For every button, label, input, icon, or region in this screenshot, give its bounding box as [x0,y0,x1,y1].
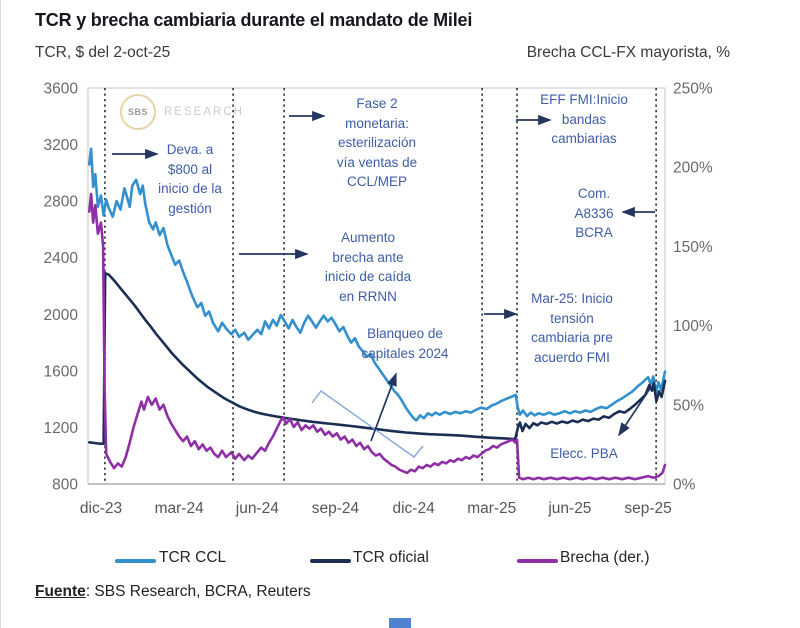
left-tick-1600: 1600 [44,363,79,380]
legend-label-tcr-oficial: TCR oficial [353,549,429,566]
x-tick-mar-25: mar-25 [467,500,516,517]
series-tcr-oficial [88,271,667,446]
annotation-eff-fmi: EFF FMI:Inicio bandas cambiarias [540,92,628,147]
x-tick-sep-24: sep-24 [312,500,360,517]
page-title: TCR y brecha cambiaria durante el mandat… [35,10,473,30]
annotation-blanqueo: Blanqueo de capitales 2024 [361,326,449,361]
right-tick-150: 150% [673,239,713,256]
research-logo-text: RESEARCH [164,106,244,118]
legend-swatch-tcr-ccl [115,559,156,563]
left-tick-2400: 2400 [44,250,79,267]
right-tick-50: 50% [673,397,704,414]
legend-label-tcr-ccl: TCR CCL [159,549,227,566]
page-edge-line [0,0,1,628]
axes-layer: 3600 3200 2800 2400 2000 1600 1200 800 250% 200% 1… [44,81,713,518]
series-brecha-der- [88,192,667,481]
arrow-blanqueo [370,372,397,442]
x-tick-dic-23: dic-23 [80,500,122,517]
arrow-elecc-pba [618,386,652,437]
x-tick-jun-24: jun-24 [235,500,279,517]
right-tick-0: 0% [673,477,696,494]
annotation-mar25: Mar-25: Inicio tensión cambiaria pre acu… [531,291,613,365]
legend-label-brecha: Brecha (der.) [560,549,650,566]
legend-swatch-brecha [517,559,558,563]
annotation-com-bcra: Com. A8336 BCRA [574,186,614,241]
x-tick-jun-25: jun-25 [547,500,591,517]
source-note: Fuente: SBS Research, BCRA, Reuters [35,583,311,601]
left-tick-3600: 3600 [44,81,79,98]
left-tick-800: 800 [52,477,78,494]
legend-swatch-tcr-oficial [310,559,351,563]
sbs-logo-circle-icon: SBS [120,94,156,130]
x-tick-dic-24: dic-24 [392,500,435,517]
x-tick-sep-25: sep-25 [624,500,671,517]
left-tick-2000: 2000 [44,307,79,324]
right-tick-200: 200% [673,160,713,177]
series-tcr-ccl [88,147,667,422]
bracket-annotation-line [311,390,424,458]
annotation-aumento: Aumento brecha ante inicio de caída en R… [324,230,412,304]
source-label: Fuente [35,583,86,600]
right-tick-250: 250% [673,81,713,98]
left-tick-3200: 3200 [44,137,79,154]
right-tick-100: 100% [673,318,713,335]
source-text: : SBS Research, BCRA, Reuters [85,583,311,600]
right-axis-title: Brecha CCL-FX mayorista, % [526,44,730,61]
sbs-logo-text: SBS [127,107,148,117]
sbs-research-logo: SBS RESEARCH [120,94,244,130]
left-tick-1200: 1200 [44,420,79,437]
x-tick-mar-24: mar-24 [155,500,204,517]
annotation-deva: Deva. a $800 al inicio de la gestión [158,142,222,216]
left-tick-2800: 2800 [44,194,79,211]
series-layer [88,147,667,481]
annotation-arrows-layer [112,110,655,458]
left-axis-title: TCR, $ del 2-oct-25 [35,44,171,61]
annotation-fase2: Fase 2 monetaria: esterilización vía ven… [336,96,418,190]
annotation-elecc-pba: Elecc. PBA [550,446,618,461]
bottom-edge-artifact [389,618,411,628]
